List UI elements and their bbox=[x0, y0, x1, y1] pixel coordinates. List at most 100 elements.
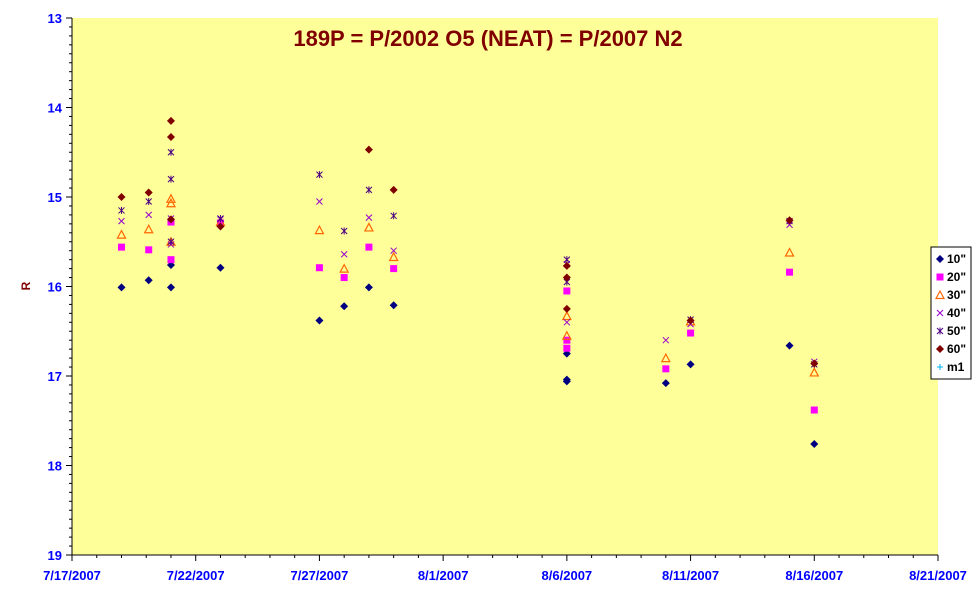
legend-label: m1 bbox=[947, 360, 965, 374]
data-point bbox=[145, 197, 153, 205]
data-point bbox=[165, 197, 176, 208]
data-point bbox=[144, 276, 153, 285]
data-point bbox=[216, 263, 225, 272]
data-point bbox=[563, 336, 571, 344]
x-tick-label: 8/6/2007 bbox=[542, 568, 593, 583]
data-point bbox=[316, 171, 323, 179]
data-point bbox=[316, 198, 323, 205]
data-point bbox=[364, 283, 373, 292]
y-axis-label: R bbox=[19, 281, 33, 290]
data-point bbox=[118, 217, 125, 225]
legend-marker bbox=[936, 255, 944, 263]
data-point bbox=[785, 341, 794, 350]
legend-label: 20" bbox=[947, 270, 966, 284]
data-point bbox=[145, 246, 153, 254]
legend-marker bbox=[935, 289, 945, 300]
x-tick-label: 7/22/2007 bbox=[167, 568, 225, 583]
data-point bbox=[340, 227, 348, 235]
y-tick-label: 18 bbox=[48, 459, 62, 474]
data-point bbox=[660, 352, 671, 363]
data-point bbox=[340, 250, 348, 258]
data-point bbox=[315, 264, 323, 272]
x-tick-label: 7/27/2007 bbox=[291, 568, 349, 583]
chart-title: 189P = P/2002 O5 (NEAT) = P/2007 N2 bbox=[293, 26, 682, 51]
data-point bbox=[166, 133, 175, 142]
data-point bbox=[166, 283, 175, 292]
data-point bbox=[365, 243, 373, 251]
y-tick-label: 16 bbox=[48, 280, 62, 295]
legend-marker bbox=[936, 273, 944, 281]
data-point bbox=[562, 261, 571, 270]
data-point bbox=[809, 367, 820, 377]
legend-label: 60" bbox=[947, 342, 966, 356]
data-point bbox=[117, 243, 125, 251]
series-6 bbox=[117, 116, 819, 368]
data-point bbox=[315, 316, 324, 325]
y-tick-label: 14 bbox=[48, 101, 63, 116]
x-tick-label: 8/16/2007 bbox=[785, 568, 843, 583]
data-point bbox=[786, 268, 794, 276]
data-point bbox=[810, 359, 819, 368]
data-point bbox=[389, 185, 398, 194]
data-point bbox=[340, 274, 348, 282]
data-point bbox=[216, 222, 225, 231]
data-point bbox=[165, 193, 176, 203]
legend-label: 40" bbox=[947, 306, 966, 320]
data-point bbox=[561, 330, 572, 340]
x-tick-label: 8/11/2007 bbox=[662, 568, 719, 583]
legend-label: 10" bbox=[947, 252, 966, 266]
data-point bbox=[167, 238, 175, 246]
legend-marker bbox=[936, 309, 944, 317]
data-point bbox=[314, 224, 325, 235]
legend-label: 30" bbox=[947, 288, 966, 302]
data-point bbox=[785, 216, 794, 225]
x-tick-label: 7/17/2007 bbox=[43, 568, 101, 583]
data-point bbox=[144, 188, 153, 197]
data-point bbox=[166, 116, 175, 125]
data-point bbox=[166, 215, 175, 224]
x-axis: 7/17/2007 7/22/2007 7/27/2007 8/1/2007 8/6/2… bbox=[43, 554, 967, 583]
data-point bbox=[390, 212, 398, 220]
data-point bbox=[662, 336, 670, 344]
y-tick-label: 15 bbox=[48, 190, 62, 205]
data-point bbox=[340, 302, 349, 311]
plot-area bbox=[72, 18, 938, 555]
data-point bbox=[339, 263, 350, 273]
data-point bbox=[365, 186, 373, 194]
x-tick-label: 8/1/2007 bbox=[418, 568, 469, 583]
data-point bbox=[167, 175, 175, 183]
data-point bbox=[810, 406, 818, 414]
data-point bbox=[118, 206, 125, 214]
data-point bbox=[116, 229, 127, 239]
legend-box bbox=[930, 246, 972, 380]
data-point bbox=[662, 365, 670, 373]
data-point bbox=[217, 214, 224, 222]
data-point bbox=[686, 360, 695, 369]
series-3 bbox=[116, 193, 820, 377]
data-point bbox=[389, 301, 398, 310]
data-point bbox=[117, 283, 126, 292]
data-point bbox=[167, 256, 175, 264]
data-point bbox=[145, 211, 153, 219]
data-point bbox=[686, 316, 695, 325]
data-point bbox=[687, 329, 695, 337]
data-point bbox=[561, 310, 572, 321]
legend-label: 50" bbox=[947, 324, 966, 338]
y-tick-label: 17 bbox=[48, 369, 62, 384]
data-point bbox=[563, 287, 571, 295]
data-point bbox=[563, 318, 571, 326]
data-point bbox=[562, 377, 571, 386]
data-point bbox=[390, 247, 398, 255]
x-tick-label: 8/21/2007 bbox=[909, 568, 967, 583]
data-point bbox=[390, 265, 398, 273]
data-point bbox=[562, 304, 571, 313]
legend-marker bbox=[937, 364, 943, 370]
data-point bbox=[365, 214, 373, 221]
legend-marker bbox=[936, 327, 944, 335]
data-marks bbox=[116, 116, 820, 449]
data-point bbox=[784, 247, 795, 257]
data-point bbox=[364, 145, 373, 154]
legend-marker bbox=[936, 345, 944, 353]
